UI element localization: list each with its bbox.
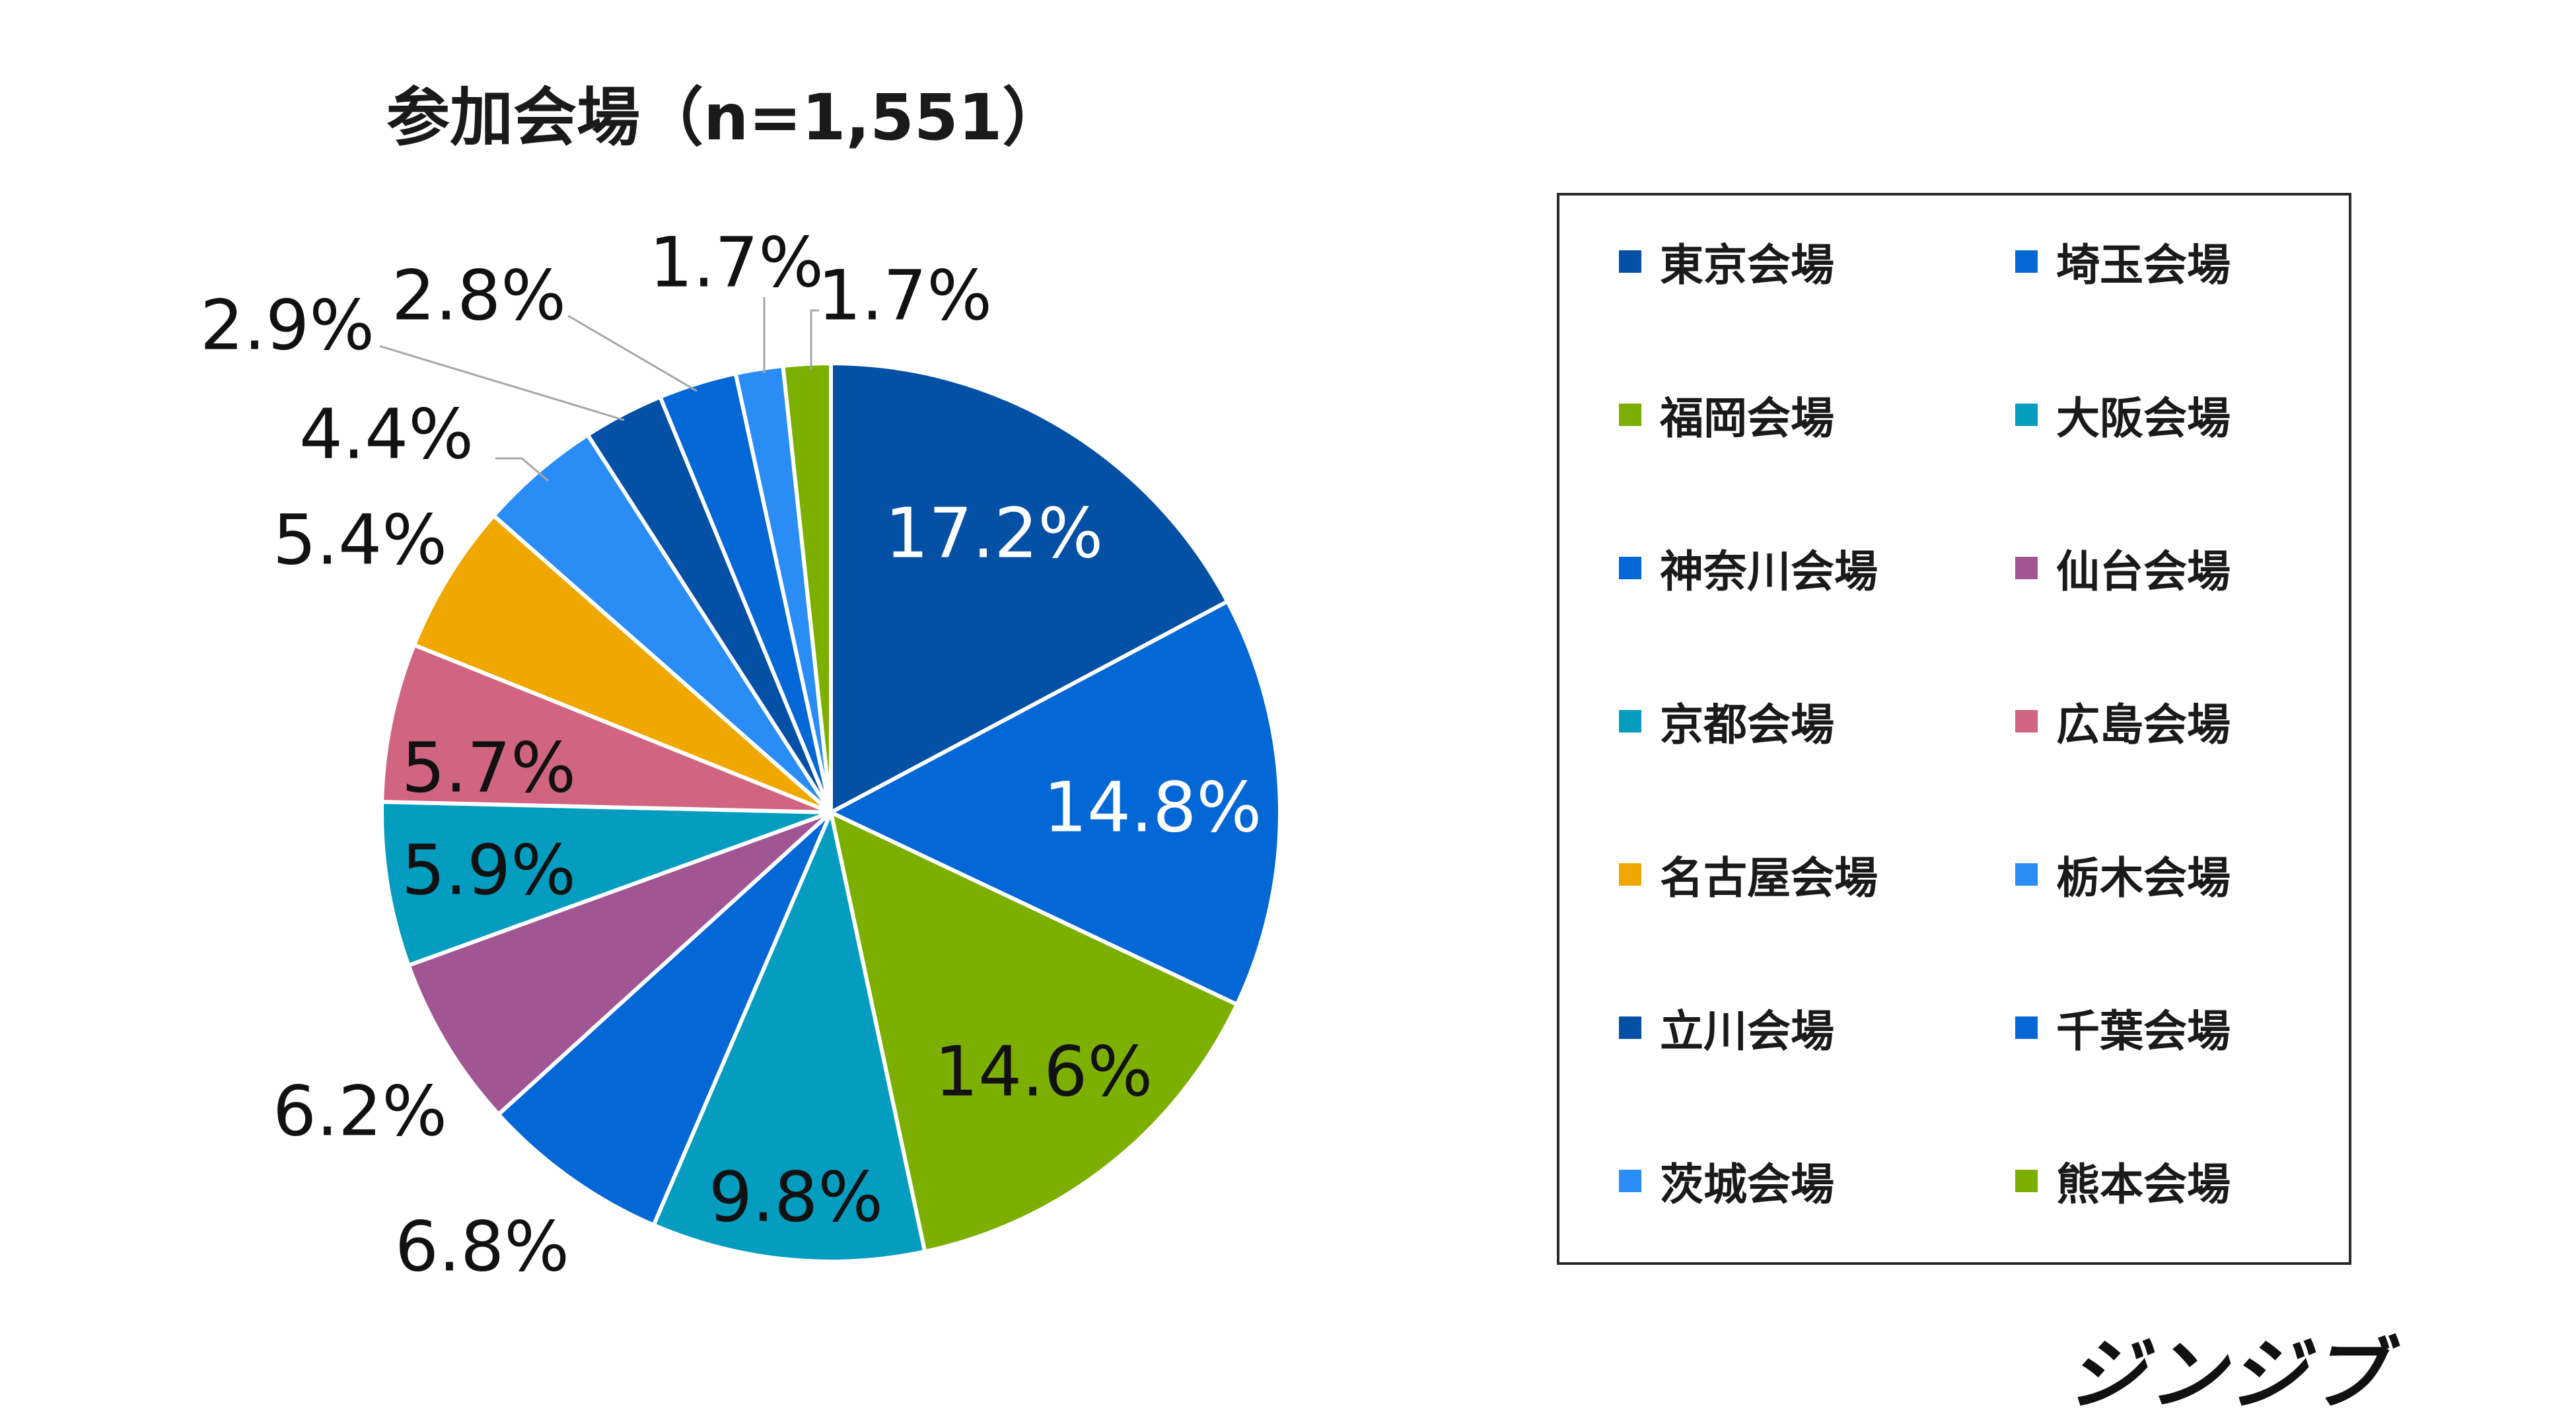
data-label-6: 6.2% — [273, 1071, 447, 1151]
brand-logo: ジンジブ — [2067, 1329, 2390, 1420]
legend-item: 京都会場 — [1619, 695, 1834, 750]
legend-swatch — [1619, 1016, 1641, 1039]
data-label-11: 2.9% — [200, 285, 375, 365]
data-label-1: 17.2% — [885, 493, 1103, 573]
data-label-14: 1.7% — [818, 255, 992, 336]
pie-slice-9 — [412, 513, 833, 814]
data-label-5: 6.8% — [395, 1206, 569, 1287]
legend-label: 千葉会場 — [2056, 1006, 2231, 1057]
chart-title: 参加会場（n=1,551） — [386, 81, 1066, 155]
legend-swatch — [1619, 557, 1641, 579]
pie-slice-3 — [829, 810, 1239, 1254]
legend-item: 立川会場 — [1619, 1001, 1834, 1057]
pie-slice-2 — [829, 599, 1282, 1007]
legend-item: 広島会場 — [2015, 695, 2231, 750]
leader-line-10 — [495, 457, 549, 482]
data-label-4: 9.8% — [709, 1157, 883, 1237]
legend-swatch — [2015, 1170, 2038, 1192]
data-label-13: 1.7% — [649, 222, 824, 303]
legend-swatch — [1619, 1170, 1641, 1192]
legend-item: 茨城会場 — [1619, 1155, 1834, 1210]
leader-line-12 — [567, 314, 698, 392]
data-label-2: 14.8% — [1044, 767, 1262, 847]
pie-slice-7 — [380, 800, 833, 968]
legend-swatch — [2015, 250, 2038, 273]
legend-item: 埼玉会場 — [2015, 235, 2231, 291]
legend-swatch — [2015, 863, 2038, 886]
legend-label: 熊本会場 — [2056, 1159, 2231, 1210]
data-label-8: 5.7% — [402, 727, 576, 808]
legend-swatch — [1619, 710, 1641, 732]
legend-label: 京都会場 — [1660, 699, 1834, 750]
legend-label: 神奈川会場 — [1660, 546, 1878, 597]
legend-item: 神奈川会場 — [1619, 542, 1878, 597]
legend-item: 熊本会場 — [2015, 1155, 2231, 1210]
data-label-3: 14.6% — [935, 1031, 1153, 1112]
leader-line-14 — [810, 309, 819, 370]
pie-slice-1 — [829, 361, 1230, 814]
legend-swatch — [2015, 1016, 2038, 1039]
legend-item: 大阪会場 — [2015, 388, 2231, 444]
legend-label: 名古屋会場 — [1660, 853, 1878, 904]
legend-swatch — [1619, 404, 1641, 426]
legend-label: 広島会場 — [2056, 699, 2231, 750]
legend-label: 福岡会場 — [1660, 393, 1834, 444]
legend-label: 大阪会場 — [2056, 393, 2231, 444]
pie-slice-14 — [781, 361, 833, 814]
legend-item: 福岡会場 — [1619, 388, 1834, 444]
legend-label: 東京会場 — [1660, 240, 1834, 291]
legend-swatch — [2015, 404, 2038, 426]
legend-item: 千葉会場 — [2015, 1001, 2231, 1057]
data-label-10: 4.4% — [299, 394, 474, 474]
pie-slice-5 — [496, 810, 833, 1227]
legend-swatch — [2015, 710, 2038, 732]
legend-swatch — [2015, 557, 2038, 579]
legend-swatch — [1619, 863, 1641, 886]
data-label-12: 2.8% — [392, 255, 566, 336]
pie-slice-4 — [651, 810, 927, 1264]
data-label-9: 5.4% — [273, 499, 447, 580]
legend-item: 名古屋会場 — [1619, 848, 1878, 904]
legend-swatch — [1619, 250, 1641, 273]
legend-label: 立川会場 — [1660, 1006, 1834, 1057]
leader-line-11 — [379, 345, 625, 421]
pie-slice-8 — [380, 643, 833, 814]
legend-item: 仙台会場 — [2015, 542, 2231, 597]
legend-item: 東京会場 — [1619, 235, 1834, 291]
legend-label: 栃木会場 — [2056, 853, 2231, 904]
data-label-7: 5.9% — [402, 830, 576, 910]
legend-label: 埼玉会場 — [2056, 240, 2231, 291]
legend-item: 栃木会場 — [2015, 848, 2231, 904]
legend-label: 茨城会場 — [1660, 1159, 1834, 1210]
legend: 東京会場 埼玉会場福岡会場 大阪会場神奈川会場 仙台会場京都会場 広島会場名古屋会場 栃木… — [1557, 193, 2351, 1265]
pie-slice-6 — [406, 810, 833, 1117]
legend-label: 仙台会場 — [2056, 546, 2231, 597]
